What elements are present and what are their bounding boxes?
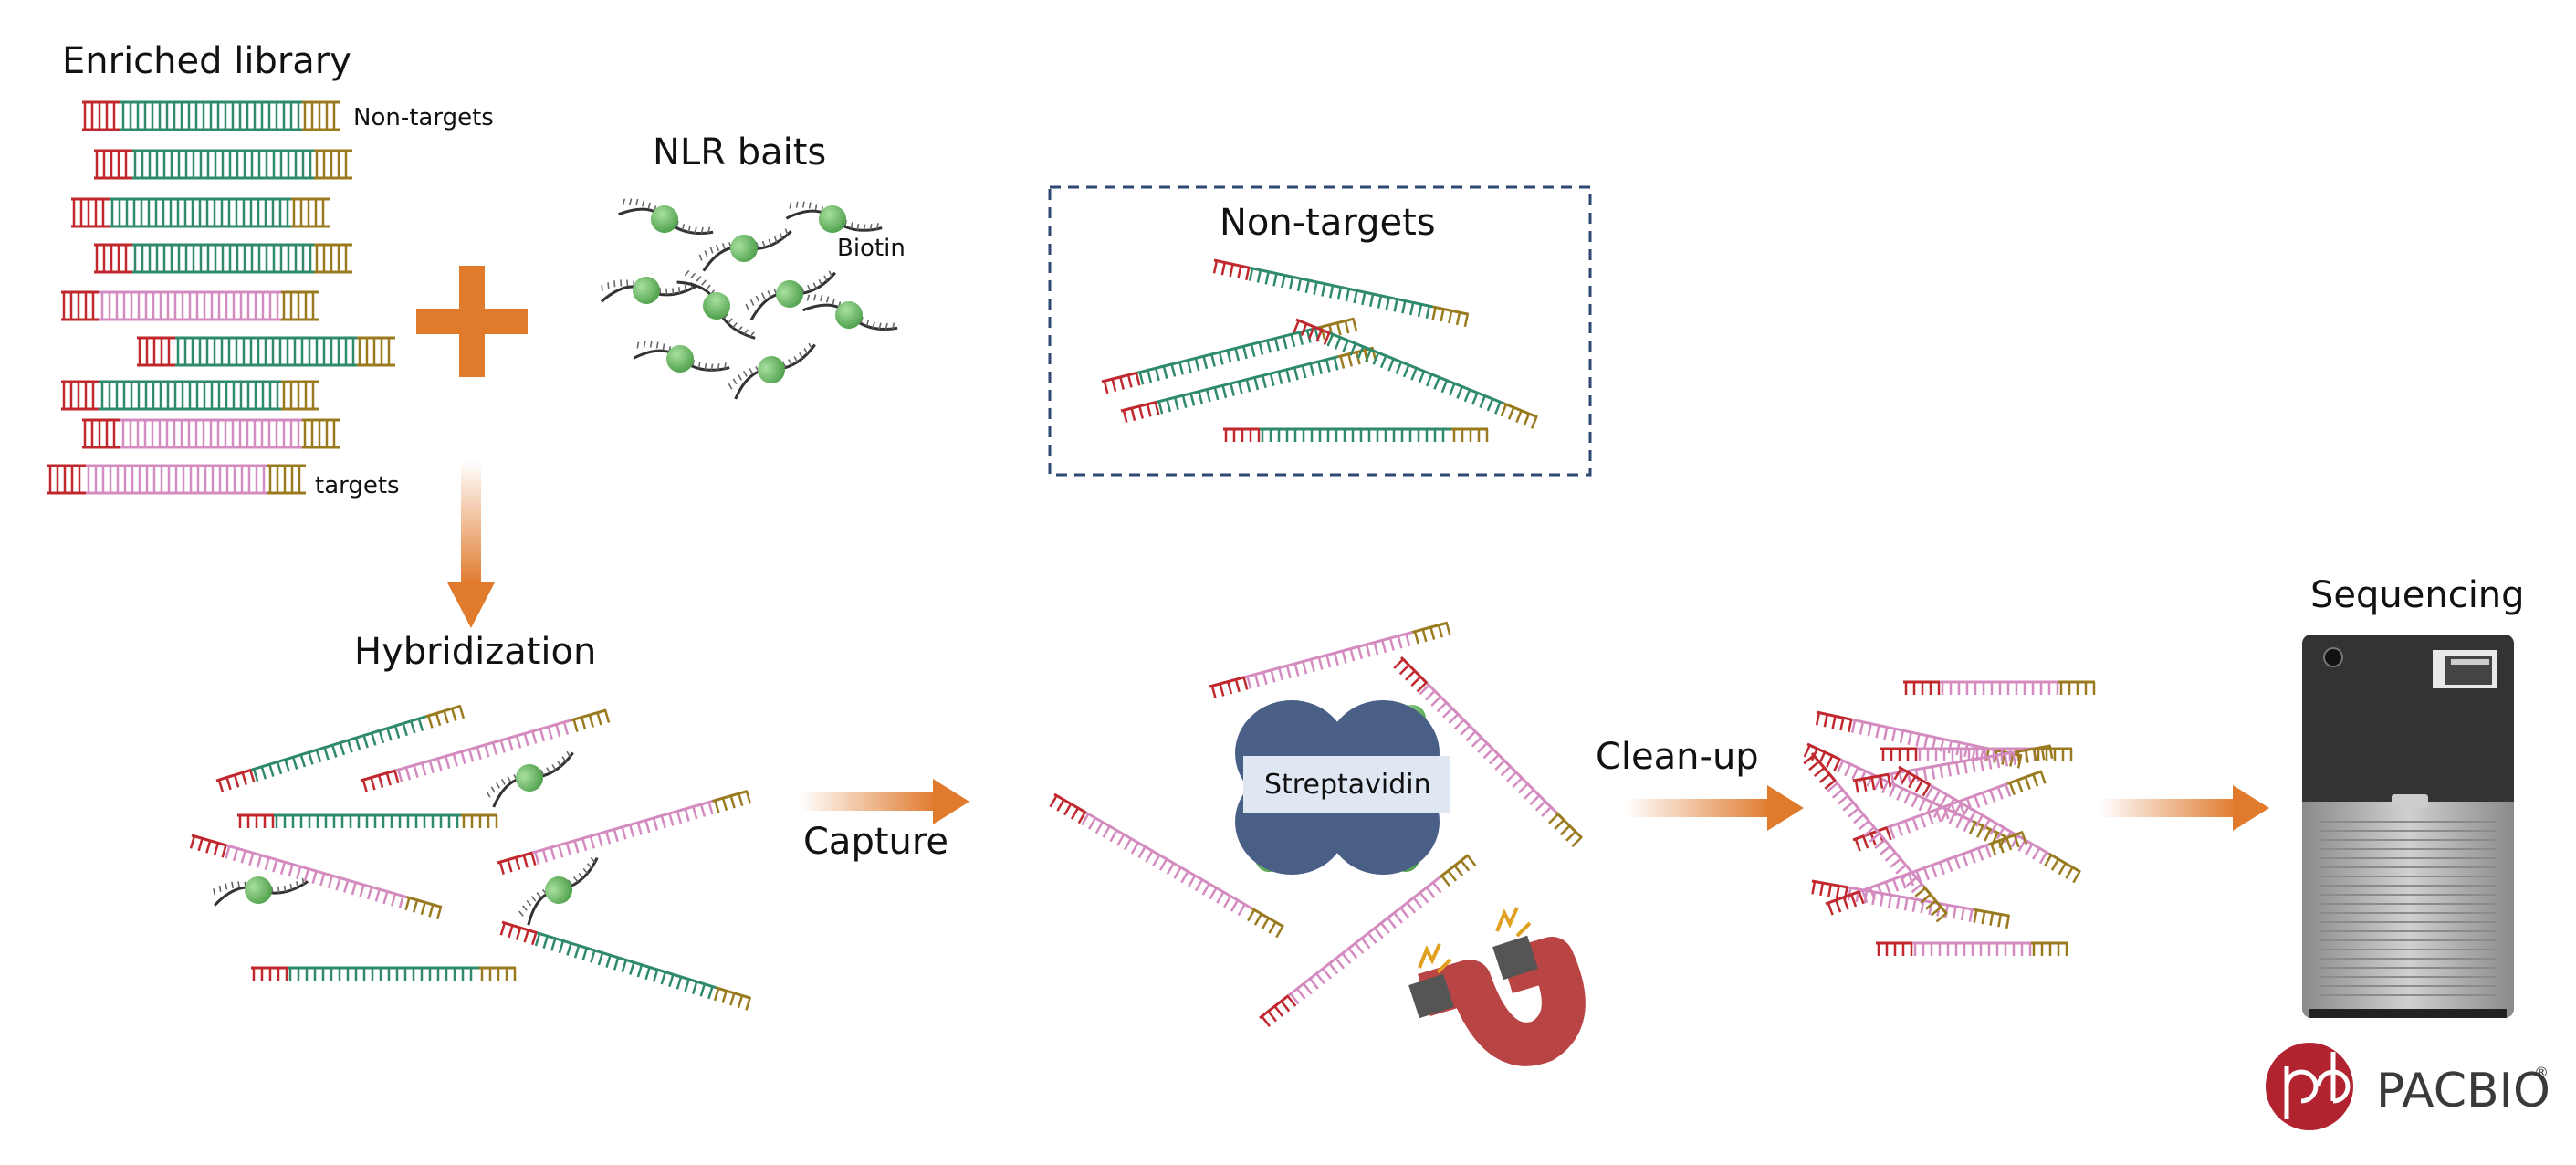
ss-fragment	[360, 708, 611, 792]
magnet-icon	[1408, 907, 1586, 1066]
library-fragment	[94, 243, 352, 274]
bait	[633, 341, 730, 373]
ss-fragment	[1393, 656, 1584, 848]
sequencer-instrument	[2302, 635, 2514, 1018]
ss-fragment	[1893, 765, 2081, 884]
arrow-down-icon	[447, 461, 495, 628]
bait	[728, 342, 816, 400]
hybridization-title: Hybridization	[354, 631, 596, 673]
library-fragment	[94, 149, 352, 180]
ss-fragment	[237, 813, 498, 828]
ss-fragment	[215, 704, 466, 792]
plus-icon	[416, 266, 528, 377]
enriched-library-title: Enriched library	[62, 40, 351, 82]
cleanup-label: Clean-up	[1596, 736, 1759, 778]
hybridization-group	[189, 704, 752, 1011]
targets-library-label: targets	[315, 472, 400, 499]
arrow-capture-icon	[799, 779, 969, 824]
pacbio-logo-registered: ®	[2534, 1064, 2549, 1081]
arrow-sequencing-icon	[2100, 785, 2269, 831]
ss-fragment	[499, 920, 751, 1011]
library-fragment	[71, 197, 330, 228]
library-fragment	[61, 380, 319, 411]
sequencing-title: Sequencing	[2310, 574, 2525, 616]
ss-fragment	[1223, 427, 1489, 442]
ss-fragment	[1811, 879, 2010, 929]
non-targets-box	[1048, 185, 1592, 477]
ss-fragment	[1101, 317, 1358, 394]
ss-fragment	[251, 966, 517, 981]
arrow-cleanup-icon	[1625, 785, 1804, 831]
ss-fragment	[1293, 318, 1538, 429]
bait	[785, 201, 883, 233]
ss-fragment	[1852, 770, 2047, 852]
cleanup-group	[1803, 680, 2096, 956]
capture-label: Capture	[803, 821, 948, 863]
pacbio-logo: PACBIO ®	[2266, 1043, 2550, 1130]
ss-fragment	[1209, 621, 1451, 699]
ss-fragment	[1815, 710, 2023, 769]
ss-fragment	[497, 790, 752, 875]
ss-fragment	[1259, 854, 1477, 1027]
ss-fragment	[1876, 941, 2068, 956]
ss-fragment	[1049, 792, 1284, 939]
non-targets-strands	[1101, 258, 1538, 442]
nlr-baits-title: NLR baits	[653, 131, 826, 173]
streptavidin-label: Streptavidin	[1264, 769, 1431, 801]
ss-fragment	[1212, 258, 1470, 328]
pacbio-logo-text: PACBIO	[2376, 1064, 2550, 1118]
bait	[698, 228, 792, 272]
bait	[676, 269, 756, 340]
bait	[802, 294, 898, 331]
ss-fragment	[1852, 744, 2054, 793]
bait	[518, 856, 599, 926]
streptavidin-label-box	[1243, 756, 1450, 813]
library-fragment	[61, 290, 319, 321]
bait	[618, 198, 714, 236]
non-targets-box-title: Non-targets	[1220, 202, 1436, 244]
ss-fragment	[1825, 830, 2028, 916]
bait	[600, 277, 697, 304]
bait	[486, 750, 574, 808]
nlr-baits-group	[600, 198, 898, 400]
bait	[745, 270, 836, 321]
ss-fragment	[1903, 680, 2096, 695]
enriched-library-group	[47, 100, 395, 495]
library-fragment	[137, 336, 395, 367]
library-fragment	[47, 464, 306, 495]
bait	[213, 876, 309, 907]
biotin-label: Biotin	[837, 235, 906, 262]
non-targets-library-label: Non-targets	[353, 104, 494, 131]
library-fragment	[82, 418, 340, 449]
ss-fragment	[1120, 346, 1377, 424]
ss-fragment	[1803, 752, 1948, 923]
library-fragment	[82, 100, 340, 131]
ss-fragment	[189, 834, 443, 920]
